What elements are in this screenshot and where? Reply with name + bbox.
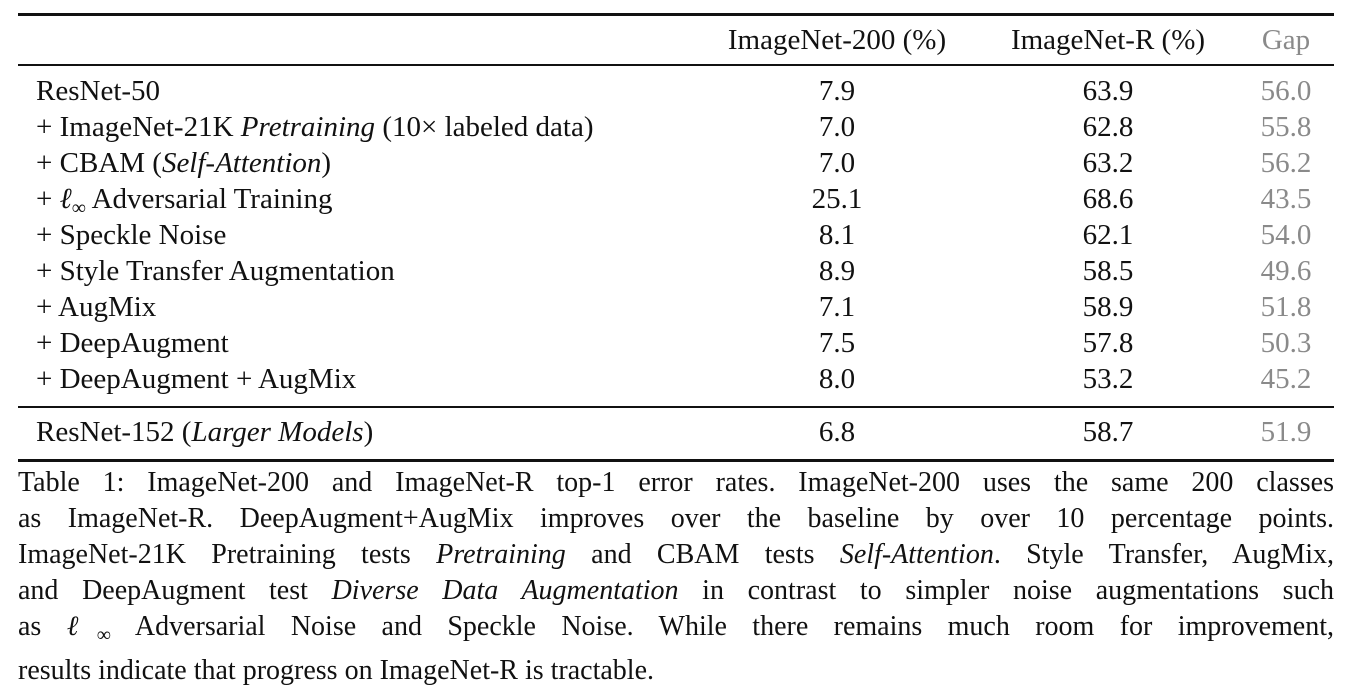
method-text: +: [36, 183, 60, 215]
row-imagenet-200-value: 8.0: [818, 363, 856, 395]
caption-text: Adversarial Noise and Speckle Noise. Whi…: [111, 611, 1335, 642]
row-imagenet-r-value: 57.8: [1082, 327, 1134, 359]
caption-line: ImageNet-21K Pretraining tests Pretraini…: [18, 537, 1334, 573]
infinity-subscript: ∞: [96, 624, 112, 646]
row-imagenet-r-value: 68.6: [1082, 183, 1134, 215]
row-imagenet-200-value: 25.1: [811, 183, 863, 215]
row-imagenet-200-value: 7.1: [818, 291, 856, 323]
row-gap-value: 54.0: [1260, 219, 1312, 251]
row-imagenet-r-value: 63.2: [1082, 147, 1134, 179]
row-imagenet-r-value: 63.9: [1082, 75, 1134, 107]
l-infinity-symbol: ℓ∞: [66, 611, 111, 646]
row-gap-value: 56.0: [1260, 75, 1312, 107]
caption-text: and DeepAugment test: [18, 575, 332, 606]
caption-line: and DeepAugment test Diverse Data Augmen…: [18, 573, 1334, 609]
method-text: + ImageNet-21K: [36, 111, 241, 143]
row-imagenet-200-value: 6.8: [818, 416, 856, 448]
table-caption: Table 1: ImageNet-200 and ImageNet-R top…: [18, 465, 1334, 689]
row-gap-value: 43.5: [1260, 183, 1312, 215]
caption-text: as: [18, 611, 67, 642]
row-method: + CBAM (Self-Attention): [36, 145, 331, 181]
row-imagenet-200-value: 7.0: [818, 111, 856, 143]
ell-symbol: ℓ: [66, 611, 97, 642]
table-top-rule: [18, 13, 1334, 16]
method-text: ResNet-152 (: [36, 416, 192, 448]
row-method: + ImageNet-21K Pretraining (10× labeled …: [36, 109, 594, 145]
row-method: + DeepAugment: [36, 327, 229, 359]
row-imagenet-r-value: 58.7: [1082, 416, 1134, 448]
method-text: ): [321, 147, 332, 179]
row-gap-value: 50.3: [1260, 327, 1312, 359]
row-gap-value: 51.8: [1260, 291, 1312, 323]
row-imagenet-r-value: 62.1: [1082, 219, 1134, 251]
method-italic-text: Self-Attention: [161, 147, 322, 179]
row-method: + DeepAugment + AugMix: [36, 363, 357, 395]
row-gap-value: 45.2: [1260, 363, 1312, 395]
row-imagenet-r-value: 53.2: [1082, 363, 1134, 395]
row-method: + Speckle Noise: [36, 219, 227, 251]
row-imagenet-200-value: 8.1: [818, 219, 856, 251]
caption-text: in contrast to simpler noise augmentatio…: [678, 575, 1335, 606]
caption-line: results indicate that progress on ImageN…: [18, 655, 655, 686]
ell-symbol: ℓ: [59, 183, 72, 215]
table-header-rule: [18, 64, 1334, 66]
row-gap-value: 49.6: [1260, 255, 1312, 287]
header-imagenet-200: ImageNet-200 (%): [727, 24, 947, 56]
caption-text: . Style Transfer, AugMix,: [993, 539, 1334, 570]
row-imagenet-r-value: 58.5: [1082, 255, 1134, 287]
method-italic-text: Pretraining: [240, 111, 376, 143]
row-method: + AugMix: [36, 291, 157, 323]
l-infinity-symbol: ℓ∞: [59, 183, 86, 219]
header-imagenet-r: ImageNet-R (%): [1010, 24, 1206, 56]
caption-text: ImageNet-21K Pretraining tests: [18, 539, 437, 570]
table-separator-rule: [18, 406, 1334, 408]
header-gap: Gap: [1261, 24, 1311, 56]
infinity-subscript: ∞: [71, 197, 86, 219]
caption-italic-text: Pretraining: [436, 539, 566, 570]
row-gap-value: 55.8: [1260, 111, 1312, 143]
method-italic-text: Larger Models: [191, 416, 364, 448]
caption-line: Table 1: ImageNet-200 and ImageNet-R top…: [18, 467, 1334, 498]
row-method: + Style Transfer Augmentation: [36, 255, 395, 287]
method-text: ): [363, 416, 374, 448]
row-method: + ℓ∞ Adversarial Training: [36, 181, 332, 226]
row-imagenet-r-value: 62.8: [1082, 111, 1134, 143]
method-text: + CBAM (: [36, 147, 162, 179]
row-method: ResNet-50: [36, 75, 161, 107]
row-imagenet-200-value: 7.5: [818, 327, 856, 359]
caption-italic-text: Diverse Data Augmentation: [331, 575, 679, 606]
caption-text: and CBAM tests: [565, 539, 840, 570]
method-text: Adversarial Training: [85, 183, 333, 215]
caption-italic-text: Self-Attention: [839, 539, 994, 570]
row-imagenet-200-value: 8.9: [818, 255, 856, 287]
caption-line: as ImageNet-R. DeepAugment+AugMix improv…: [18, 503, 1334, 534]
row-gap-value: 51.9: [1260, 416, 1312, 448]
table-bottom-rule: [18, 459, 1334, 462]
row-imagenet-200-value: 7.9: [818, 75, 856, 107]
row-gap-value: 56.2: [1260, 147, 1312, 179]
method-text: (10× labeled data): [375, 111, 594, 143]
row-method: ResNet-152 (Larger Models): [36, 414, 373, 450]
row-imagenet-200-value: 7.0: [818, 147, 856, 179]
row-imagenet-r-value: 58.9: [1082, 291, 1134, 323]
caption-line: as ℓ∞ Adversarial Noise and Speckle Nois…: [18, 609, 1334, 653]
